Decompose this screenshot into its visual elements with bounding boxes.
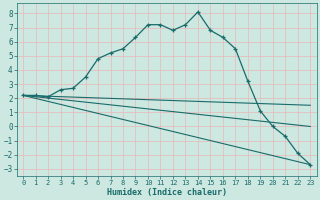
X-axis label: Humidex (Indice chaleur): Humidex (Indice chaleur) — [107, 188, 227, 197]
